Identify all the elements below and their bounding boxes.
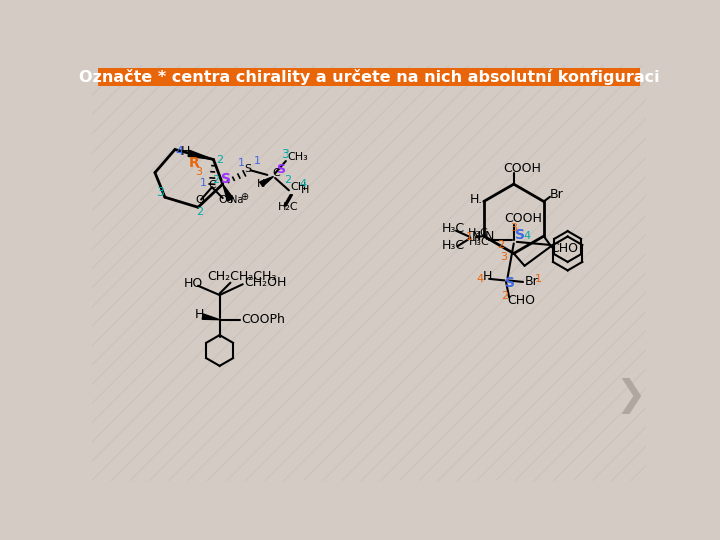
Text: S: S (221, 172, 231, 186)
Text: 4: 4 (523, 231, 530, 241)
Text: S: S (516, 228, 526, 242)
Text: 2: 2 (217, 154, 224, 165)
Text: 3: 3 (510, 223, 518, 233)
Text: ❯: ❯ (616, 378, 646, 414)
Text: H₃C: H₃C (467, 228, 488, 238)
Text: 1: 1 (253, 156, 261, 166)
Polygon shape (202, 314, 220, 320)
Bar (98, 68, 640, 86)
Text: 3: 3 (195, 167, 202, 177)
Text: 2: 2 (284, 174, 292, 185)
Text: S: S (244, 164, 251, 174)
Text: 3: 3 (156, 186, 163, 199)
Text: CH₂OH: CH₂OH (244, 276, 287, 289)
Text: N: N (485, 231, 494, 244)
Text: C: C (208, 180, 216, 190)
Text: H₃C: H₃C (442, 222, 465, 235)
Text: 4: 4 (477, 274, 484, 284)
Text: C: C (272, 168, 280, 178)
Text: 3: 3 (282, 148, 289, 161)
Text: HO: HO (184, 278, 204, 291)
Text: N: N (472, 230, 481, 243)
Text: 4: 4 (300, 179, 307, 189)
Text: R: R (189, 156, 199, 170)
Text: H₃C: H₃C (469, 237, 490, 247)
Text: COOPh: COOPh (241, 313, 285, 326)
Text: Označte * centra chirality a určete na nich absolutní konfiguraci: Označte * centra chirality a určete na n… (78, 69, 660, 85)
Text: ⊕: ⊕ (240, 192, 248, 201)
Polygon shape (260, 177, 274, 186)
Text: 2: 2 (497, 240, 504, 250)
Text: 4: 4 (175, 145, 183, 158)
Text: COOH: COOH (505, 212, 542, 225)
Text: CHO: CHO (508, 294, 536, 307)
Text: O: O (195, 194, 204, 205)
Text: 2: 2 (197, 207, 204, 217)
Text: CH₃: CH₃ (287, 152, 308, 161)
Text: S: S (505, 275, 515, 289)
Polygon shape (188, 150, 213, 159)
Text: COOH: COOH (503, 162, 541, 175)
Text: H: H (256, 179, 265, 189)
Text: 1: 1 (199, 178, 207, 188)
Text: 1: 1 (238, 158, 245, 167)
Text: CHO: CHO (550, 241, 578, 254)
Text: H₂C: H₂C (278, 202, 299, 212)
Text: Br: Br (525, 275, 539, 288)
Text: Br: Br (550, 188, 564, 201)
Text: H.: H. (470, 193, 483, 206)
Text: 3: 3 (500, 252, 507, 262)
Text: CH: CH (290, 183, 307, 192)
Text: H₃C: H₃C (442, 239, 465, 252)
Text: 2: 2 (212, 174, 219, 185)
Text: O: O (218, 194, 227, 205)
Text: Na: Na (230, 194, 244, 205)
Polygon shape (222, 184, 233, 201)
Text: H: H (195, 308, 204, 321)
Text: 2: 2 (501, 291, 508, 301)
Text: 1: 1 (535, 274, 542, 284)
Text: S: S (276, 164, 286, 177)
Text: 1: 1 (466, 232, 473, 242)
Text: H: H (301, 185, 310, 195)
Text: H: H (483, 271, 492, 284)
Text: H: H (181, 145, 191, 158)
Text: CH₂CH₂CH₃: CH₂CH₂CH₃ (207, 271, 276, 284)
Text: ⊙: ⊙ (225, 194, 233, 205)
